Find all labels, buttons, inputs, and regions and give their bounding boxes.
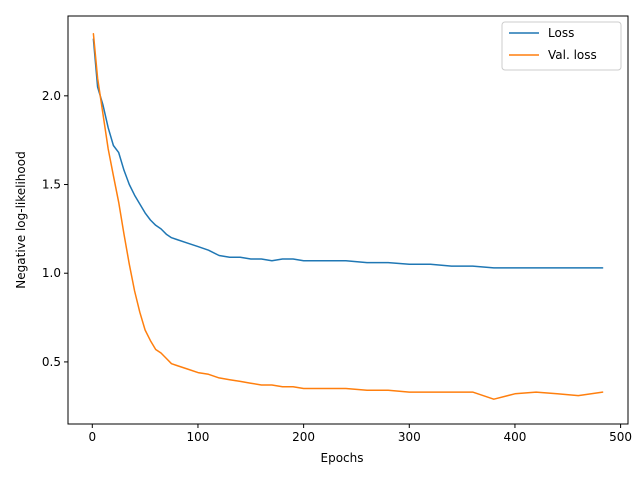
x-axis-label: Epochs <box>321 451 364 465</box>
x-tick-label: 400 <box>503 430 526 444</box>
y-tick-label: 1.5 <box>42 178 61 192</box>
plot-frame <box>67 15 629 425</box>
x-tick-label: 0 <box>88 430 96 444</box>
series-line-val-loss <box>92 32 604 400</box>
y-tick-label: 1.0 <box>42 266 61 280</box>
legend-label-loss: Loss <box>548 26 574 40</box>
x-tick-label: 300 <box>398 430 421 444</box>
y-tick-label: 0.5 <box>42 355 61 369</box>
legend: Loss Val. loss <box>501 21 622 71</box>
x-tick-label: 200 <box>292 430 315 444</box>
x-axis-ticks: 0 100 200 300 400 500 <box>88 424 632 444</box>
legend-box <box>501 21 622 71</box>
series-layer <box>92 32 604 400</box>
x-tick-label: 500 <box>609 430 632 444</box>
y-tick-label: 2.0 <box>42 89 61 103</box>
x-tick-label: 100 <box>187 430 210 444</box>
y-axis-ticks: 0.5 1.0 1.5 2.0 <box>42 89 68 369</box>
legend-label-val-loss: Val. loss <box>548 48 597 62</box>
series-line-loss <box>92 38 604 269</box>
y-axis-label: Negative log-likelihood <box>14 151 28 288</box>
